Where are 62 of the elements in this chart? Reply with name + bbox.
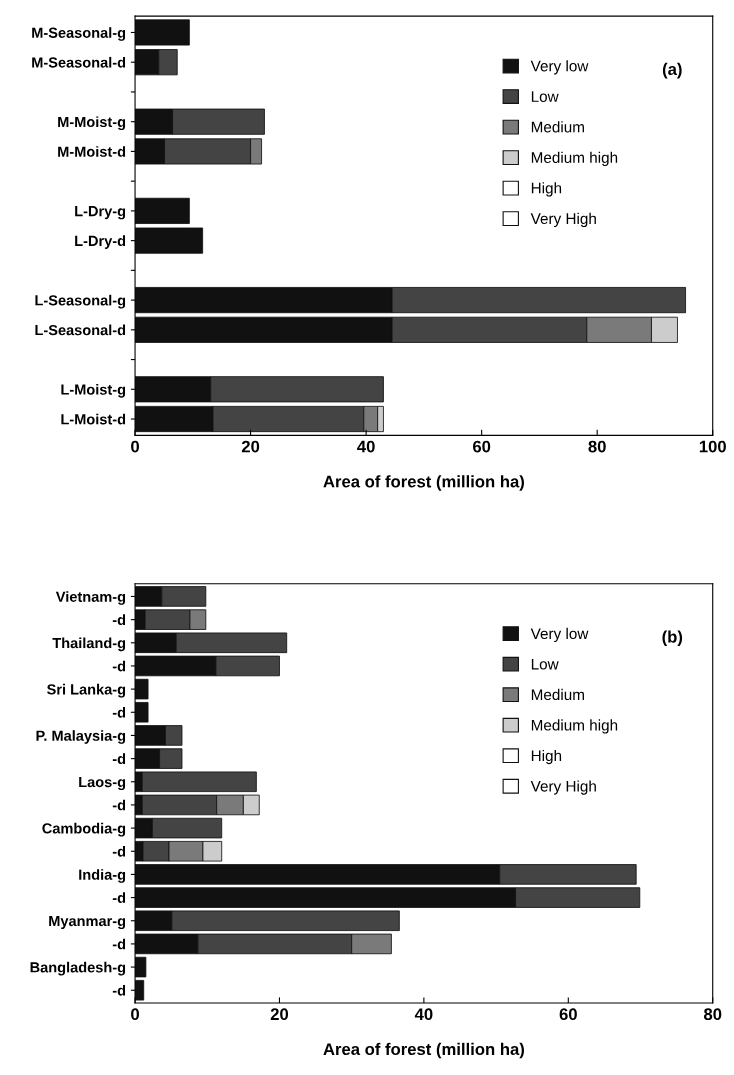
legend-label: High	[531, 182, 562, 197]
y-tick-label: -d	[112, 753, 126, 765]
bar	[135, 956, 147, 978]
bar	[135, 702, 149, 723]
legend-label: Low	[531, 658, 559, 670]
annotation: (a)	[662, 62, 682, 79]
legend-label: Medium high	[531, 151, 618, 167]
y-tick-label: Laos-g	[79, 776, 126, 791]
x-tick-label: 20	[270, 1008, 289, 1021]
bar	[135, 678, 149, 700]
y-tick-label: Sri Lanka-g	[47, 683, 126, 698]
legend-label: High	[531, 749, 562, 765]
y-tick-label: Myanmar-g	[49, 915, 126, 930]
y-tick-label: -d	[112, 892, 126, 904]
x-axis-title: Area of forest (million ha)	[323, 1042, 524, 1059]
y-tick-label: M-Seasonal-d	[32, 56, 126, 68]
annotation: (b)	[662, 630, 683, 646]
y-tick-label: L-Dry-d	[75, 235, 126, 249]
bar	[135, 197, 190, 224]
legend-label: Very High	[530, 212, 596, 228]
y-tick-label: L-Seasonal-d	[35, 324, 126, 336]
y-tick-label: -d	[112, 614, 126, 626]
y-tick-label: Cambodia-g	[42, 822, 126, 837]
x-tick-label: 60	[472, 440, 491, 453]
y-tick-label: Bangladesh-g	[30, 961, 126, 976]
legend-label: Medium	[531, 688, 584, 701]
bar	[135, 19, 190, 46]
x-tick-label: 100	[699, 440, 726, 453]
y-tick-label: M-Moist-d	[58, 146, 126, 157]
y-tick-label: India-g	[79, 869, 126, 883]
y-tick-label: L-Dry-g	[75, 206, 126, 220]
legend-label: Low	[531, 91, 559, 102]
y-tick-label: -d	[112, 799, 126, 811]
legend-label: Very High	[530, 780, 596, 795]
legend-label: Medium	[531, 121, 584, 133]
y-tick-label: L-Moist-g	[61, 384, 126, 398]
y-tick-label: Thailand-g	[52, 637, 126, 652]
bar	[135, 227, 204, 254]
y-tick-label: Vietnam-g	[55, 591, 126, 605]
x-axis-title: Area of forest (million ha)	[323, 475, 524, 491]
x-tick-label: 80	[588, 440, 606, 453]
y-tick-label: M-Moist-g	[58, 116, 126, 131]
y-tick-label: -d	[112, 707, 126, 718]
y-tick-label: L-Moist-d	[61, 413, 126, 425]
y-tick-label: P. Malaysia-g	[36, 730, 126, 744]
y-tick-label: -d	[112, 845, 126, 857]
x-tick-label: 60	[559, 1008, 577, 1021]
legend-label: Very low	[530, 627, 589, 643]
x-tick-label: 40	[357, 440, 375, 453]
y-tick-label: -d	[112, 984, 126, 996]
legend-label: Medium high	[531, 719, 618, 734]
x-tick-label: 40	[414, 1008, 433, 1021]
x-tick-label: 0	[131, 1008, 140, 1021]
x-tick-label: 80	[703, 1008, 722, 1021]
y-tick-label: L-Seasonal-g	[35, 294, 126, 309]
y-tick-label: M-Seasonal-g	[32, 27, 126, 41]
y-tick-label: -d	[112, 660, 126, 672]
legend-label: Very low	[530, 60, 589, 75]
x-tick-label: 20	[241, 440, 260, 453]
x-tick-label: 0	[131, 440, 140, 453]
bar	[135, 979, 145, 1001]
y-tick-label: -d	[112, 938, 126, 950]
